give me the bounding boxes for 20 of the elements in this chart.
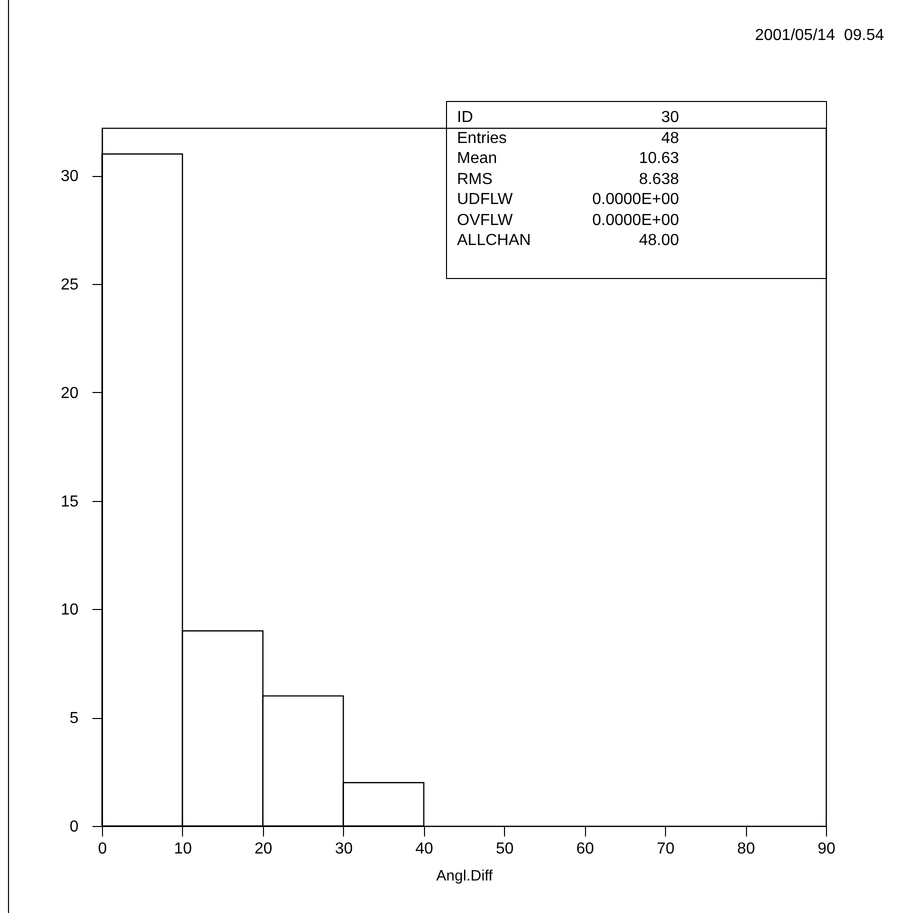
y-tick-label: 0 bbox=[70, 818, 79, 836]
x-axis-title: Angl.Diff bbox=[436, 868, 494, 884]
x-tick-label: 40 bbox=[415, 840, 434, 858]
y-tick-label: 15 bbox=[60, 493, 79, 510]
x-tick-label: 50 bbox=[496, 840, 514, 858]
x-tick-label: 10 bbox=[174, 840, 192, 858]
y-tick-label: 25 bbox=[60, 276, 79, 294]
x-tick-label: 30 bbox=[334, 840, 353, 858]
x-tick-label: 70 bbox=[656, 840, 675, 858]
y-tick-label: 10 bbox=[60, 602, 79, 619]
x-tick-label: 90 bbox=[818, 840, 836, 858]
x-tick-label: 0 bbox=[98, 840, 108, 858]
x-tick-label: 20 bbox=[254, 840, 272, 858]
text: 2001/05/14 09.54 bbox=[754, 27, 884, 45]
stats-box: ID 30 Entries 48 Mean 10.63 RMS 8.638 UDFLW 0.0000E+00 OVFLW 0.0000E+00 ALLCHAN 48.00 bbox=[446, 101, 827, 279]
y-tick-label: 20 bbox=[60, 384, 79, 402]
x-tick-label: 80 bbox=[737, 840, 756, 858]
y-tick-label: 5 bbox=[70, 710, 79, 728]
y-tick-label: 30 bbox=[60, 168, 79, 186]
x-tick-label: 60 bbox=[576, 840, 594, 858]
